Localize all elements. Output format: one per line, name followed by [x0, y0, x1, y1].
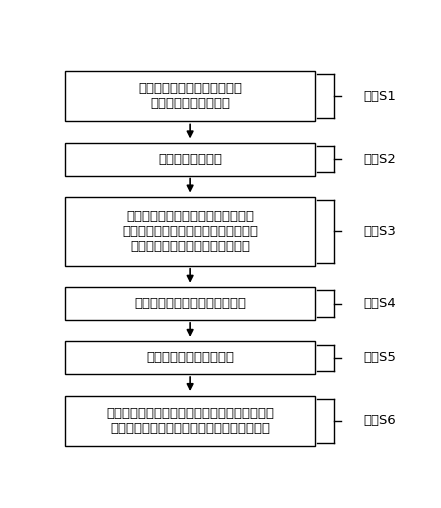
Text: 步骤S2: 步骤S2 [363, 153, 396, 166]
Text: 对信号进行过采样: 对信号进行过采样 [158, 153, 222, 166]
Bar [65, 143, 315, 176]
Text: 提取信号的谱纹特征信息: 提取信号的谱纹特征信息 [146, 351, 234, 364]
Bar [65, 287, 315, 320]
Text: 对目标所在位置的时域波形进行信号
截取，并对截取的波形补零，对补零后
的信号进行频谱变换得到频域信号: 对目标所在位置的时域波形进行信号 截取，并对截取的波形补零，对补零后 的信号进行… [122, 210, 258, 253]
Text: 步骤S6: 步骤S6 [363, 415, 396, 427]
Text: 将提取到的谱纹特征与信号本身的谱纹特征参数
进行比较，从而判断是目标信号还是干扰信号: 将提取到的谱纹特征与信号本身的谱纹特征参数 进行比较，从而判断是目标信号还是干扰… [106, 407, 274, 435]
Bar [65, 197, 315, 266]
Text: 步骤S3: 步骤S3 [363, 225, 396, 238]
Bar [65, 71, 315, 121]
Bar [65, 341, 315, 374]
Text: 步骤S4: 步骤S4 [363, 297, 396, 310]
Bar [65, 396, 315, 446]
Text: 步骤S1: 步骤S1 [363, 89, 396, 103]
Text: 对频域信号进行多脉冲平滑处理: 对频域信号进行多脉冲平滑处理 [134, 297, 246, 310]
Text: 通过信号积累，检测多个目标
在时间上为可分离信号: 通过信号积累，检测多个目标 在时间上为可分离信号 [138, 82, 242, 110]
Text: 步骤S5: 步骤S5 [363, 351, 396, 364]
